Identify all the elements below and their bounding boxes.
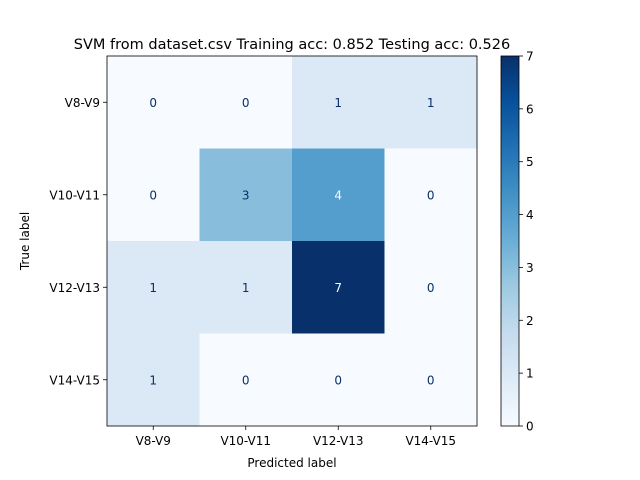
heatmap-cell [199, 56, 293, 149]
colorbar-ticks: 0 1 2 3 4 5 6 7 [519, 50, 534, 434]
plot-frame [106, 55, 478, 427]
y-axis-ticks: V8-V9 V10-V11 V12-V13 V14-V15 [49, 96, 107, 387]
y-tick-label: V10-V11 [49, 188, 100, 202]
x-tick-label: V14-V15 [405, 434, 456, 448]
cell-value-label: 0 [242, 96, 250, 110]
colorbar [500, 55, 520, 427]
colorbar-tick-label: 4 [526, 208, 534, 222]
colorbar-tick-label: 7 [526, 50, 534, 64]
cell-value-label: 0 [149, 96, 157, 110]
cell-value-label: 1 [242, 281, 250, 295]
heatmap-cell [384, 148, 478, 242]
x-axis-ticks: V8-V9 V10-V11 V12-V13 V14-V15 [136, 426, 456, 448]
cell-value-label: 0 [149, 188, 157, 202]
chart-title: SVM from dataset.csv Training acc: 0.852… [74, 37, 510, 53]
cell-value-label: 4 [334, 188, 342, 202]
heatmap-cell-labels: 0 0 1 1 0 3 4 0 1 1 7 0 1 0 0 0 [149, 96, 434, 388]
cell-value-label: 1 [334, 96, 342, 110]
heatmap-cells [107, 56, 478, 427]
colorbar-tick-label: 2 [526, 314, 534, 328]
heatmap-cell [199, 148, 293, 242]
x-axis-label: Predicted label [247, 456, 336, 470]
cell-value-label: 0 [427, 188, 435, 202]
colorbar-tick-label: 6 [526, 102, 534, 116]
heatmap-cell [292, 148, 385, 242]
y-tick-label: V14-V15 [49, 373, 100, 387]
x-tick-label: V8-V9 [136, 434, 171, 448]
heatmap-cell [107, 241, 200, 334]
cell-value-label: 1 [149, 373, 157, 387]
colorbar-tick-label: 3 [526, 261, 534, 275]
x-tick-label: V10-V11 [220, 434, 271, 448]
heatmap-cell [384, 56, 478, 149]
y-tick-label: V12-V13 [49, 281, 100, 295]
heatmap-cell [384, 333, 478, 427]
heatmap-cell [384, 241, 478, 334]
y-axis-label: True label [18, 212, 32, 271]
heatmap-cell [292, 333, 385, 427]
cell-value-label: 0 [334, 373, 342, 387]
cell-value-label: 1 [427, 96, 435, 110]
cell-value-label: 0 [427, 373, 435, 387]
cell-value-label: 0 [427, 281, 435, 295]
cell-value-label: 7 [334, 281, 342, 295]
cell-value-label: 1 [149, 281, 157, 295]
y-tick-label: V8-V9 [65, 96, 100, 110]
colorbar-tick-label: 0 [526, 420, 534, 434]
heatmap-cell [107, 148, 200, 242]
colorbar-tick-label: 1 [526, 367, 534, 381]
heatmap-cell [292, 241, 385, 334]
heatmap-cell [292, 56, 385, 149]
cell-value-label: 3 [242, 188, 250, 202]
x-tick-label: V12-V13 [313, 434, 364, 448]
heatmap-cell [199, 333, 293, 427]
heatmap-cell [107, 56, 200, 149]
heatmap-cell [107, 333, 200, 427]
colorbar-tick-label: 5 [526, 155, 534, 169]
heatmap-cell [199, 241, 293, 334]
cell-value-label: 0 [242, 373, 250, 387]
